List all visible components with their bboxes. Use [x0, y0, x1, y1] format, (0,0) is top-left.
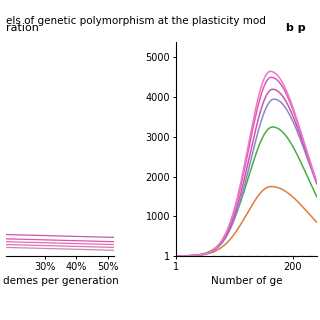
- Text: els of genetic polymorphism at the plasticity mod: els of genetic polymorphism at the plast…: [6, 16, 266, 26]
- X-axis label: demes per generation: demes per generation: [3, 276, 118, 286]
- Text: ration: ration: [6, 23, 39, 33]
- X-axis label: Number of ge: Number of ge: [211, 276, 282, 286]
- Text: b p: b p: [286, 23, 306, 33]
